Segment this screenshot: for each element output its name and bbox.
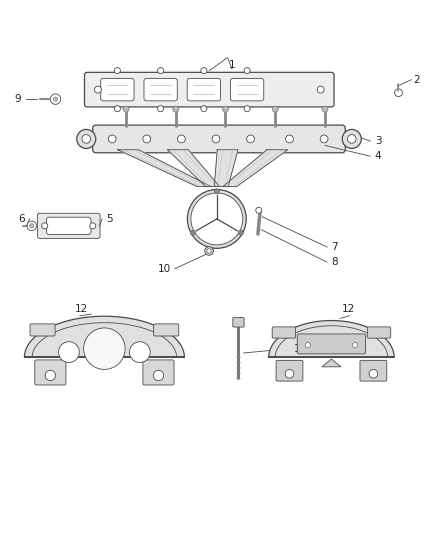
FancyBboxPatch shape <box>233 318 244 327</box>
Circle shape <box>247 135 254 143</box>
Text: 9: 9 <box>14 94 21 104</box>
Circle shape <box>347 135 356 143</box>
FancyBboxPatch shape <box>30 324 55 336</box>
FancyBboxPatch shape <box>230 78 264 101</box>
FancyBboxPatch shape <box>187 78 220 101</box>
Polygon shape <box>269 320 394 357</box>
Circle shape <box>244 106 250 112</box>
Circle shape <box>285 369 294 378</box>
FancyBboxPatch shape <box>144 78 177 101</box>
Text: 12: 12 <box>342 304 355 314</box>
Circle shape <box>177 135 185 143</box>
Circle shape <box>214 189 219 194</box>
Circle shape <box>30 224 34 228</box>
Circle shape <box>45 370 56 381</box>
Polygon shape <box>25 316 184 357</box>
FancyBboxPatch shape <box>360 360 387 381</box>
Circle shape <box>353 343 358 348</box>
Polygon shape <box>118 150 211 187</box>
Circle shape <box>187 190 246 248</box>
Circle shape <box>342 130 361 149</box>
Circle shape <box>50 94 61 104</box>
Text: 3: 3 <box>374 136 381 146</box>
Circle shape <box>395 89 403 96</box>
Circle shape <box>143 135 151 143</box>
Polygon shape <box>322 359 341 367</box>
FancyBboxPatch shape <box>85 72 334 107</box>
Circle shape <box>130 342 150 362</box>
Circle shape <box>201 106 207 112</box>
Circle shape <box>322 106 328 112</box>
Circle shape <box>42 223 48 229</box>
Polygon shape <box>168 150 219 187</box>
FancyBboxPatch shape <box>46 217 91 235</box>
Text: 4: 4 <box>374 151 381 161</box>
Circle shape <box>305 343 310 348</box>
Text: 6: 6 <box>19 214 25 224</box>
Circle shape <box>223 106 229 112</box>
FancyBboxPatch shape <box>93 125 345 153</box>
Circle shape <box>158 106 164 112</box>
Circle shape <box>158 68 164 74</box>
FancyBboxPatch shape <box>37 213 100 238</box>
Circle shape <box>173 106 179 112</box>
FancyBboxPatch shape <box>101 78 134 101</box>
Circle shape <box>238 230 244 236</box>
Circle shape <box>286 135 293 143</box>
Circle shape <box>256 207 262 213</box>
FancyBboxPatch shape <box>367 327 391 338</box>
Circle shape <box>114 68 120 74</box>
FancyBboxPatch shape <box>297 334 366 354</box>
Circle shape <box>27 221 36 231</box>
Text: 1: 1 <box>229 60 235 70</box>
FancyBboxPatch shape <box>272 327 296 338</box>
Circle shape <box>53 97 58 101</box>
Polygon shape <box>214 150 238 187</box>
Text: 12: 12 <box>75 304 88 314</box>
Circle shape <box>59 342 79 362</box>
FancyBboxPatch shape <box>276 360 303 381</box>
FancyBboxPatch shape <box>154 324 179 336</box>
Circle shape <box>90 223 96 229</box>
Circle shape <box>84 328 125 369</box>
Circle shape <box>317 86 324 93</box>
Circle shape <box>207 249 211 253</box>
Circle shape <box>114 106 120 112</box>
Circle shape <box>123 106 129 112</box>
Circle shape <box>82 135 91 143</box>
Text: 11: 11 <box>293 344 307 354</box>
Text: 5: 5 <box>106 214 113 224</box>
Circle shape <box>153 370 164 381</box>
Circle shape <box>201 68 207 74</box>
Circle shape <box>244 68 250 74</box>
Circle shape <box>191 193 243 245</box>
Circle shape <box>212 135 220 143</box>
Text: 2: 2 <box>413 75 420 85</box>
Circle shape <box>369 369 378 378</box>
FancyBboxPatch shape <box>143 360 174 385</box>
Circle shape <box>190 230 195 236</box>
Circle shape <box>95 86 101 93</box>
Circle shape <box>320 135 328 143</box>
Circle shape <box>77 130 96 149</box>
FancyBboxPatch shape <box>35 360 66 385</box>
Polygon shape <box>223 150 288 187</box>
Circle shape <box>108 135 116 143</box>
Text: 10: 10 <box>157 264 170 273</box>
Text: 7: 7 <box>332 242 338 252</box>
Circle shape <box>205 247 213 255</box>
Text: 8: 8 <box>332 257 338 267</box>
Circle shape <box>272 106 278 112</box>
